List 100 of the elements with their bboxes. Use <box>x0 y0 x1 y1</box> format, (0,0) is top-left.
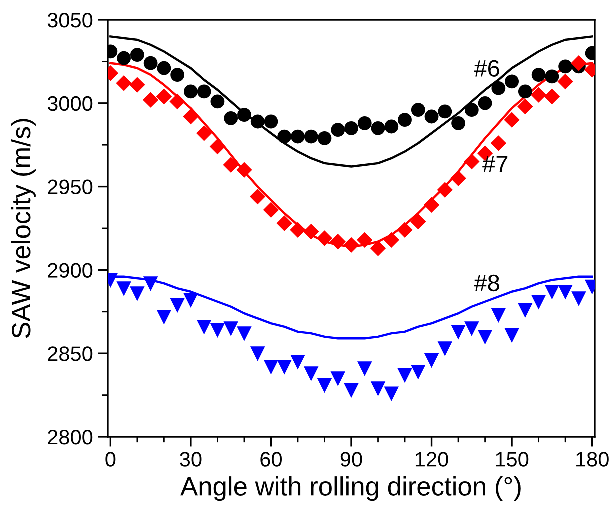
point <box>558 74 574 90</box>
point <box>438 342 452 356</box>
point <box>518 303 532 318</box>
point <box>452 324 466 339</box>
y-tick-label: 2850 <box>48 346 93 362</box>
x-tick-label: 90 <box>340 452 362 467</box>
point <box>250 346 265 361</box>
point <box>144 276 158 290</box>
point <box>304 130 318 144</box>
point <box>571 56 587 71</box>
point <box>184 293 198 308</box>
point <box>398 113 412 128</box>
point <box>358 116 372 130</box>
x-tick-label: 120 <box>416 452 448 467</box>
point <box>438 182 453 198</box>
point <box>170 94 186 110</box>
point <box>236 162 252 178</box>
point <box>304 224 319 240</box>
point <box>290 222 306 238</box>
point <box>291 130 305 144</box>
point <box>371 121 386 136</box>
point <box>264 360 278 374</box>
y-axis-title: SAW velocity (m/s) <box>11 119 36 338</box>
point <box>344 238 360 253</box>
point <box>491 136 506 151</box>
point <box>304 366 318 381</box>
point <box>424 110 439 124</box>
point <box>197 320 212 334</box>
y-tick-label: 2900 <box>48 263 93 278</box>
point <box>264 114 278 129</box>
point <box>384 120 399 134</box>
point <box>130 77 146 93</box>
point <box>505 328 519 342</box>
point <box>331 123 346 138</box>
point <box>518 99 533 114</box>
point <box>318 378 332 392</box>
point <box>224 322 238 336</box>
point <box>464 103 479 118</box>
point <box>210 94 225 109</box>
point <box>143 92 158 108</box>
point <box>144 56 158 70</box>
point <box>318 131 332 146</box>
point <box>210 139 226 154</box>
y-tick-label: 3000 <box>48 96 93 112</box>
point <box>238 108 252 122</box>
point <box>492 81 506 96</box>
point <box>291 354 305 369</box>
point <box>504 112 520 128</box>
point <box>330 234 346 250</box>
point <box>411 365 426 379</box>
x-tick-label: 60 <box>260 452 282 467</box>
point <box>505 74 519 89</box>
point <box>397 222 413 238</box>
point <box>331 372 346 386</box>
point <box>224 111 238 126</box>
point <box>278 130 292 144</box>
x-tick-label: 30 <box>180 452 202 467</box>
series-label: #7 <box>482 156 508 172</box>
point <box>117 282 131 296</box>
point <box>478 96 492 110</box>
series-label: #6 <box>474 60 500 77</box>
point <box>317 230 332 246</box>
point <box>250 189 266 204</box>
point <box>344 121 358 136</box>
point <box>278 360 292 374</box>
point <box>196 126 212 141</box>
point <box>357 232 372 248</box>
point <box>157 61 172 76</box>
point <box>170 298 185 312</box>
point <box>183 109 199 124</box>
point <box>371 382 386 396</box>
y-tick-label: 2950 <box>48 180 93 195</box>
point <box>558 284 573 299</box>
point <box>224 158 239 173</box>
y-tick-label: 2800 <box>48 430 93 445</box>
point <box>277 216 292 232</box>
point <box>478 330 492 344</box>
point <box>210 323 225 338</box>
point <box>250 114 265 129</box>
point <box>410 214 426 230</box>
point <box>170 68 185 82</box>
series-label: #8 <box>474 274 500 292</box>
point <box>452 116 466 130</box>
point <box>411 103 426 118</box>
point <box>492 308 506 322</box>
point <box>384 386 399 401</box>
point <box>544 89 560 104</box>
point <box>558 60 573 74</box>
point <box>370 240 386 256</box>
x-tick-label: 180 <box>576 452 609 467</box>
point <box>518 84 532 99</box>
point <box>197 84 212 99</box>
point <box>438 104 452 119</box>
point <box>358 362 372 376</box>
x-tick-label: 150 <box>496 452 529 467</box>
point <box>184 84 198 99</box>
y-tick-label: 3050 <box>48 13 93 28</box>
point <box>532 294 546 309</box>
point <box>116 76 132 91</box>
point <box>572 292 586 306</box>
